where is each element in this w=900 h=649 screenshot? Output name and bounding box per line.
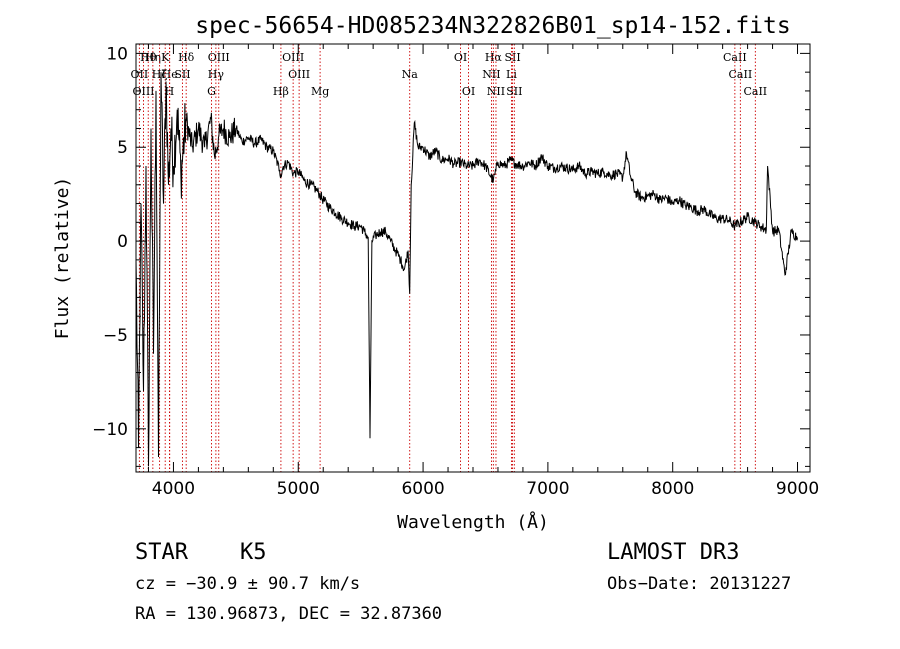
line-label-4: OIII (208, 51, 230, 64)
y-tick-label: −5 (103, 326, 128, 346)
x-tick-label: 6000 (401, 479, 444, 499)
line-label-28: CaII (743, 85, 767, 98)
redshift-label: cz = −30.9 ± 90.7 km/s (135, 574, 361, 594)
line-label-1: Hη (145, 51, 161, 64)
line-label-5: OIII (282, 51, 304, 64)
coordinates-label: RA = 130.96873, DEC = 32.87360 (135, 604, 443, 624)
x-tick-label: 4000 (152, 479, 195, 499)
line-label-15: OIII (288, 68, 310, 81)
line-label-7: Hα (485, 51, 503, 64)
survey-label: LAMOST DR3 (607, 540, 740, 565)
x-axis-label: Wavelength (Å) (397, 511, 549, 533)
plot-frame (135, 43, 811, 473)
y-tick-label: 10 (106, 44, 128, 64)
line-label-10: OII (131, 68, 149, 81)
x-tick-label: 9000 (776, 479, 819, 499)
line-label-17: NII (482, 68, 500, 81)
line-label-26: NII (487, 85, 505, 98)
line-label-18: Li (506, 68, 517, 81)
line-label-12: He (162, 68, 178, 81)
line-label-6: OI (454, 51, 467, 64)
line-label-14: Hγ (208, 68, 225, 81)
obs-date-label: Obs−Date: 20131227 (607, 574, 792, 594)
line-label-13: SII (174, 68, 190, 81)
line-label-8: SII (504, 51, 520, 64)
line-label-20: OIII (132, 85, 154, 98)
line-label-16: Na (402, 68, 419, 81)
x-tick-label: 7000 (526, 479, 569, 499)
line-label-21: H (165, 85, 175, 98)
line-label-23: Hβ (273, 85, 289, 98)
x-tick-label: 8000 (651, 479, 694, 499)
chart-title: spec-56654-HD085234N322826B01_sp14-152.f… (195, 13, 790, 39)
line-label-2: K (161, 51, 170, 64)
line-label-11: Hζ (152, 68, 168, 81)
object-class: STAR (135, 540, 188, 565)
line-label-9: CaII (723, 51, 747, 64)
y-tick-label: 0 (117, 232, 128, 252)
line-label-0: Hθ (140, 51, 157, 64)
y-tick-label: 5 (117, 138, 128, 158)
y-axis-label: Flux (relative) (52, 177, 73, 340)
spectrum-line (135, 72, 798, 467)
line-label-27: SII (506, 85, 522, 98)
y-tick-label: −10 (92, 420, 128, 440)
line-label-24: Mg (311, 85, 329, 98)
line-label-25: OI (462, 85, 475, 98)
line-label-3: Hδ (178, 51, 195, 64)
object-subclass: K5 (240, 540, 267, 565)
x-tick-label: 5000 (277, 479, 320, 499)
line-label-19: CaII (729, 68, 753, 81)
line-label-22: G (207, 85, 216, 98)
